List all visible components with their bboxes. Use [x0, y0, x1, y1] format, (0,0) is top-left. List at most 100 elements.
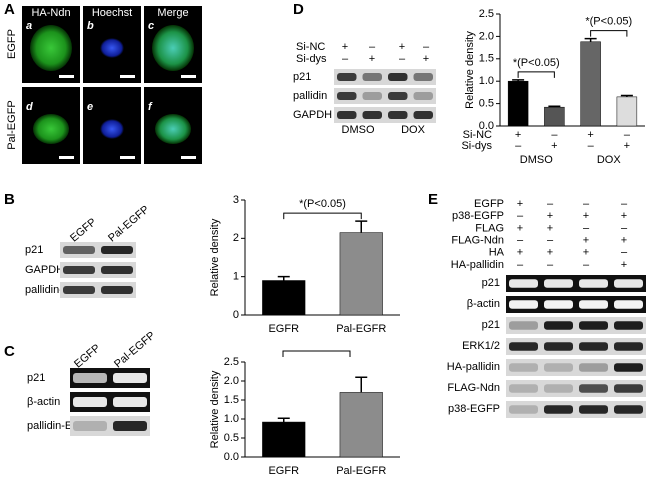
band [73, 397, 107, 407]
condition-sign: – [588, 140, 595, 152]
blot-label: pallidin [293, 90, 327, 102]
subpanel-letter: f [148, 101, 153, 113]
condition-label: HA [489, 247, 505, 259]
condition-sign: + [621, 259, 627, 271]
panel-letter: E [428, 191, 438, 208]
y-tick-label: 1.5 [224, 394, 239, 406]
bar [339, 392, 383, 458]
condition-sign: + [621, 210, 627, 222]
condition-sign: + [583, 210, 589, 222]
x-tick-label: Pal-EGFR [336, 323, 386, 335]
blot-strip [506, 296, 646, 313]
condition-sign: + [547, 247, 553, 259]
scale-bar [59, 156, 74, 159]
panel-letter: D [293, 1, 304, 18]
condition-sign: – [399, 53, 406, 65]
condition-label: EGFP [474, 198, 504, 210]
condition-label: Si-dys [461, 140, 492, 152]
condition-sign: – [515, 140, 522, 152]
bar [262, 421, 306, 458]
band [63, 286, 95, 294]
annotation: *(P<0.05) [299, 198, 346, 210]
band [579, 405, 608, 414]
condition-sign: + [621, 235, 627, 247]
column-label: Merge [157, 7, 188, 19]
bracket [517, 71, 555, 78]
blot-strip [506, 359, 646, 376]
condition-sign: + [624, 140, 630, 152]
band [544, 321, 573, 330]
cell [33, 114, 69, 144]
subpanel-letter: c [148, 20, 154, 32]
band [579, 300, 608, 309]
group-label: DMSO [520, 154, 553, 166]
band [413, 111, 433, 119]
band [509, 363, 538, 372]
blot-strip [506, 275, 646, 292]
row-label: EGFP [6, 29, 18, 59]
row-label: Pal-EGFP [6, 100, 18, 150]
band [614, 321, 643, 330]
condition-sign: – [369, 41, 376, 53]
column-label: HA-Ndn [31, 7, 70, 19]
cell [30, 25, 72, 71]
band [113, 421, 147, 431]
blot-label: p38-EGFP [448, 403, 500, 415]
band [509, 342, 538, 351]
band [544, 279, 573, 288]
band [509, 384, 538, 393]
bar [262, 280, 306, 316]
y-tick-label: 0 [233, 309, 239, 321]
condition-sign: – [621, 198, 628, 210]
band [579, 342, 608, 351]
blot-label: β-actin [27, 396, 60, 408]
condition-sign: + [583, 235, 589, 247]
blot-label: ERK1/2 [462, 340, 500, 352]
cell [100, 119, 124, 139]
band [614, 279, 643, 288]
bracket [590, 30, 628, 37]
condition-sign: + [399, 41, 405, 53]
band [73, 421, 107, 431]
band [337, 73, 357, 81]
condition-sign: + [517, 247, 523, 259]
bar [580, 41, 601, 127]
x-tick-label: EGFR [268, 323, 299, 335]
condition-sign: – [517, 259, 524, 271]
blot-label: β-actin [467, 298, 500, 310]
condition-label: FLAG [475, 222, 504, 234]
y-tick-label: 1.5 [479, 53, 494, 65]
y-tick-label: 2 [233, 232, 239, 244]
y-tick-label: 2.5 [224, 356, 239, 368]
subpanel-letter: d [26, 101, 33, 113]
band [413, 92, 433, 100]
scale-bar [181, 75, 196, 78]
condition-sign: – [583, 222, 590, 234]
condition-sign: + [423, 53, 429, 65]
group-label: DOX [597, 154, 622, 166]
group-label: DOX [401, 124, 426, 136]
y-tick-label: 1.0 [224, 413, 239, 425]
condition-sign: + [517, 222, 523, 234]
y-tick-label: 1 [233, 271, 239, 283]
y-tick-label: 0.0 [479, 120, 494, 132]
blot-strip [334, 88, 436, 104]
blot-label: FLAG-Ndn [447, 382, 500, 394]
band [101, 286, 133, 294]
scale-bar [181, 156, 196, 159]
condition-sign: – [547, 235, 554, 247]
band [63, 266, 95, 274]
cell [155, 114, 191, 144]
condition-label: HA-pallidin [451, 259, 504, 271]
error-bar [277, 417, 290, 423]
band [544, 300, 573, 309]
blot-strip [506, 401, 646, 418]
y-tick-label: 0.5 [479, 98, 494, 110]
condition-label: p38-EGFP [452, 210, 504, 222]
bar [339, 232, 383, 316]
subpanel-letter: b [87, 20, 94, 32]
condition-sign: + [583, 247, 589, 259]
y-tick-label: 3 [233, 194, 239, 206]
x-tick-label: EGFR [268, 465, 299, 477]
